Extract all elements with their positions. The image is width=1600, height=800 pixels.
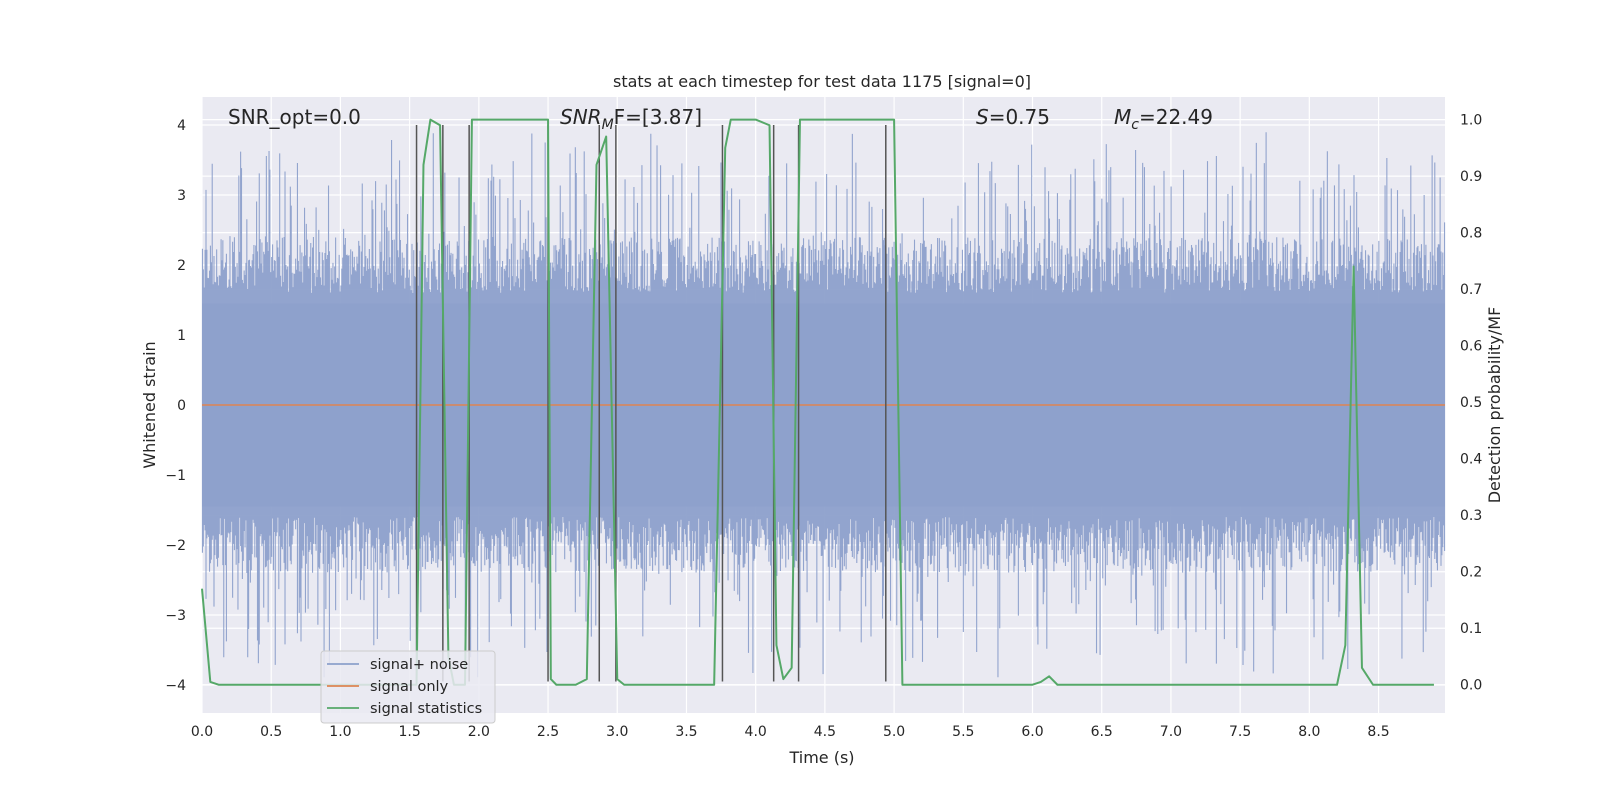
signal-statistics-series: [201, 118, 1434, 686]
y-tick-label-left: −3: [165, 608, 186, 624]
annotation-mc-val: =22.49: [1139, 105, 1213, 129]
annotation-mc-sub: c: [1131, 117, 1139, 133]
tick-labels: 0.0 0.5 1.0 1.5 2.0 2.5 3.0 3.5 4.0 4.5 5.0 5.5 6.0 6…: [165, 113, 1482, 740]
y-tick-label-left: 1: [177, 328, 186, 344]
x-tick-label: 3.5: [675, 724, 697, 740]
legend-box: [320, 650, 496, 724]
x-tick-label: 8.5: [1367, 724, 1389, 740]
annotation-snr-mf-sub: M: [602, 117, 614, 133]
x-tick-label: 1.0: [329, 724, 351, 740]
x-tick-label: 5.5: [952, 724, 974, 740]
y-axis-label-right: Detection probability/MF: [1485, 307, 1504, 504]
y-tick-label-right: 0.1: [1460, 621, 1482, 637]
annotation-snr-mf: SNRMF=[3.87]: [560, 105, 702, 133]
y-tick-label-left: 4: [177, 118, 186, 134]
legend-label-signal-only: signal only: [370, 679, 449, 695]
y-tick-label-right: 0.9: [1460, 169, 1482, 185]
legend-label-signal-noise: signal+ noise: [370, 657, 468, 673]
x-tick-label: 0.0: [191, 724, 213, 740]
annotation-mc: Mc=22.49: [1114, 105, 1213, 133]
x-tick-label: 5.0: [883, 724, 905, 740]
y-tick-label-right: 0.8: [1460, 226, 1482, 242]
y-axis-label-left: Whitened strain: [140, 341, 159, 468]
x-tick-label: 3.0: [606, 724, 628, 740]
x-tick-label: 4.5: [814, 724, 836, 740]
y-tick-label-right: 0.4: [1460, 452, 1482, 468]
legend-label-signal-statistics: signal statistics: [370, 701, 482, 717]
x-tick-label: 1.5: [398, 724, 420, 740]
x-tick-label: 7.5: [1229, 724, 1251, 740]
annotation-snr-mf-main: SNR: [560, 105, 602, 129]
y-tick-label-right: 0.5: [1460, 395, 1482, 411]
y-tick-label-right: 0.7: [1460, 282, 1482, 298]
y-tick-label-right: 0.6: [1460, 339, 1482, 355]
annotation-snr-opt: SNR_opt=0.0: [228, 105, 361, 129]
x-tick-label: 4.0: [745, 724, 767, 740]
y-tick-label-left: 3: [177, 188, 186, 204]
x-tick-label: 7.0: [1160, 724, 1182, 740]
legend: signal+ noise signal only signal statist…: [320, 650, 496, 724]
annotation-mc-main: M: [1114, 105, 1131, 129]
x-tick-label: 2.5: [537, 724, 559, 740]
signal-statistics-line: [201, 118, 1434, 686]
y-tick-label-left: −4: [165, 678, 186, 694]
x-tick-label: 8.0: [1298, 724, 1320, 740]
y-tick-label-left: −1: [165, 468, 186, 484]
y-tick-label-left: 0: [177, 398, 186, 414]
annotation-snr-mf-tail: F=[3.87]: [614, 105, 702, 129]
x-tick-label: 0.5: [260, 724, 282, 740]
x-axis-label: Time (s): [788, 748, 854, 767]
y-tick-label-right: 0.2: [1460, 565, 1482, 581]
annotation-s-var: S: [976, 105, 989, 129]
y-tick-label-right: 0.0: [1460, 678, 1482, 694]
y-tick-label-left: 2: [177, 258, 186, 274]
chart-title: stats at each timestep for test data 117…: [613, 72, 1031, 91]
x-tick-label: 6.5: [1091, 724, 1113, 740]
y-tick-label-left: −2: [165, 538, 186, 554]
x-tick-label: 2.0: [468, 724, 490, 740]
annotation-s-val: =0.75: [989, 105, 1050, 129]
annotation-s: S=0.75: [976, 105, 1050, 129]
y-tick-label-right: 1.0: [1460, 113, 1482, 129]
y-tick-label-right: 0.3: [1460, 508, 1482, 524]
x-tick-label: 6.0: [1021, 724, 1043, 740]
